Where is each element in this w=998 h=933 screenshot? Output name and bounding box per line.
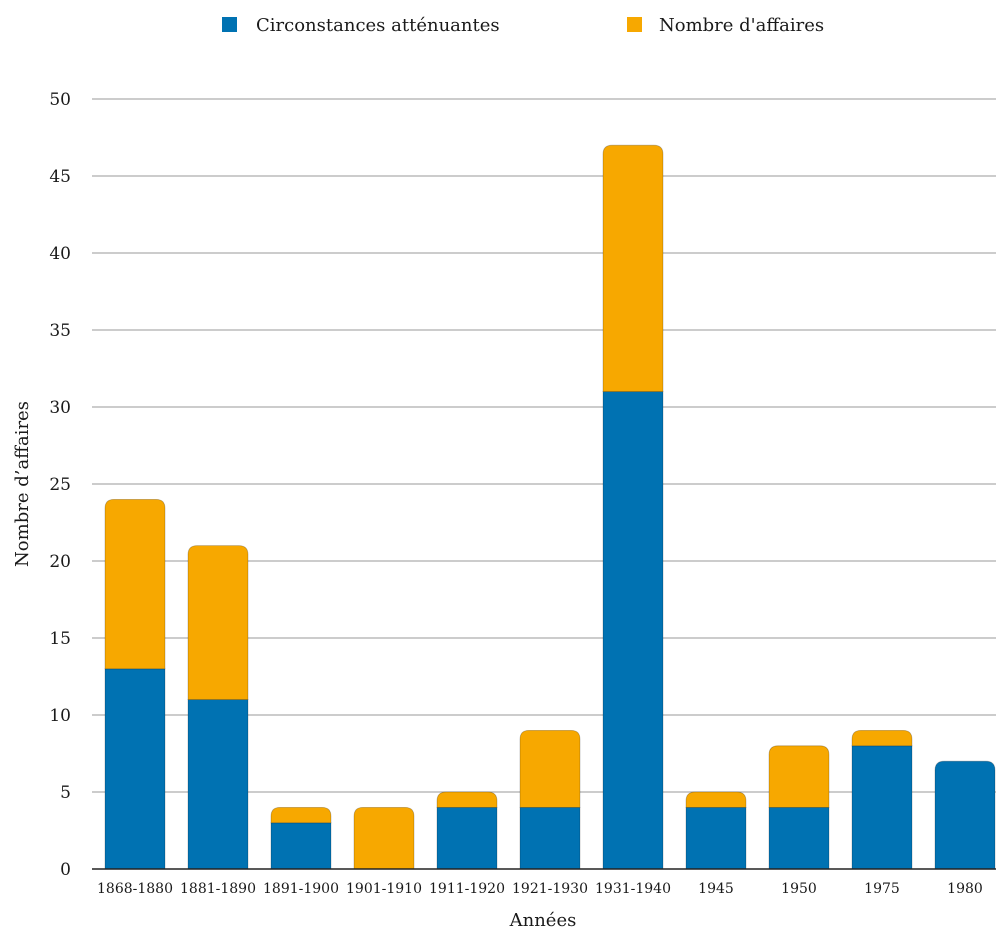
y-tick-label: 15 (49, 629, 71, 649)
y-axis-title: Nombre d’affaires (12, 401, 33, 567)
x-tick-label: 1950 (781, 881, 817, 897)
x-tick-label: 1945 (698, 881, 734, 897)
bar-circonstances (270, 822, 332, 870)
bar-affaires (851, 730, 913, 747)
x-tick-label: 1931-1940 (595, 881, 671, 897)
x-tick-label: 1881-1890 (180, 881, 256, 897)
bar-affaires (602, 144, 664, 392)
y-tick-label: 10 (49, 706, 71, 726)
y-tick-label: 30 (49, 398, 71, 418)
bar-circonstances (187, 699, 249, 870)
x-tick-label: 1975 (864, 881, 900, 897)
bar-affaires (519, 730, 581, 808)
x-tick-label: 1921-1930 (512, 881, 588, 897)
y-tick-label: 40 (49, 244, 71, 264)
bar-affaires (436, 791, 498, 808)
legend-swatch-affaires (627, 17, 642, 32)
y-tick-label: 45 (49, 167, 71, 187)
bar-affaires (104, 499, 166, 670)
y-tick-label: 50 (49, 90, 71, 110)
y-tick-label: 25 (49, 475, 71, 495)
x-tick-label: 1911-1920 (429, 881, 505, 897)
y-tick-label: 35 (49, 321, 71, 341)
bar-affaires (187, 545, 249, 700)
bars (104, 144, 996, 870)
x-tick-label: 1901-1910 (346, 881, 422, 897)
bar-circonstances (602, 391, 664, 870)
bar-circonstances (851, 745, 913, 870)
x-axis-title: Années (509, 910, 577, 931)
bar-affaires (353, 807, 415, 870)
bar-circonstances (934, 760, 996, 870)
y-axis-ticks: 0 5 10 15 20 25 30 35 40 45 50 (49, 90, 71, 880)
legend: Circonstances atténuantes Nombre d'affai… (222, 15, 824, 36)
y-tick-label: 0 (60, 860, 71, 880)
legend-label-circonstances: Circonstances atténuantes (256, 15, 500, 36)
y-tick-label: 20 (49, 552, 71, 572)
legend-swatch-circonstances (222, 17, 237, 32)
x-axis-ticks: 1868-1880 1881-1890 1891-1900 1901-1910 1911… (97, 881, 983, 897)
bar-circonstances (685, 807, 747, 870)
y-tick-label: 5 (60, 783, 71, 803)
bar-circonstances (768, 807, 830, 870)
legend-label-affaires: Nombre d'affaires (659, 15, 824, 36)
bar-circonstances (519, 807, 581, 870)
x-tick-label: 1980 (947, 881, 983, 897)
bar-affaires (685, 791, 747, 808)
bar-affaires (270, 807, 332, 824)
x-tick-label: 1891-1900 (263, 881, 339, 897)
bar-circonstances (436, 807, 498, 870)
bar-affaires (768, 745, 830, 808)
x-tick-label: 1868-1880 (97, 881, 173, 897)
bar-circonstances (104, 668, 166, 870)
